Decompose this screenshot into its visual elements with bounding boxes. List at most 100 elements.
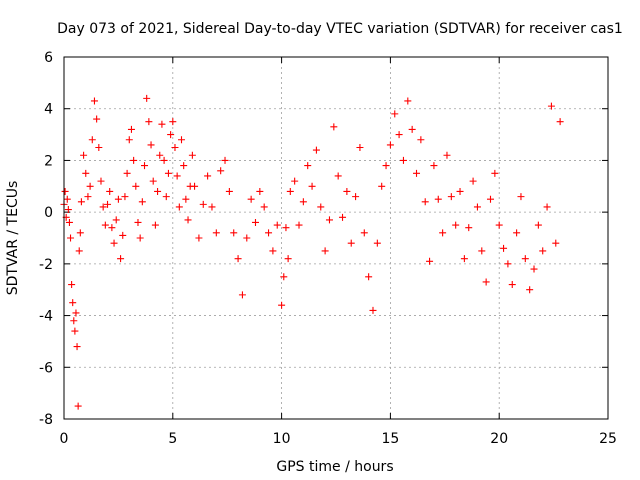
data-point <box>225 187 233 195</box>
data-point <box>69 299 77 307</box>
data-point <box>114 195 122 203</box>
data-point <box>356 144 364 151</box>
data-point <box>521 255 529 263</box>
data-point <box>86 182 94 190</box>
y-tick-label: -2 <box>39 257 53 273</box>
data-point <box>365 273 373 281</box>
data-point <box>395 131 403 139</box>
data-point <box>530 265 538 273</box>
y-tick-label: 0 <box>44 205 53 221</box>
data-point <box>104 200 112 208</box>
data-point <box>134 218 142 226</box>
data-point <box>282 224 290 232</box>
data-point <box>439 229 447 237</box>
data-point <box>399 156 407 164</box>
data-point <box>154 187 162 195</box>
data-point <box>110 239 118 247</box>
data-point <box>460 255 468 263</box>
data-point <box>334 172 342 180</box>
data-point <box>352 193 360 201</box>
data-point <box>482 278 490 286</box>
data-point <box>417 136 425 144</box>
x-tick-label: 5 <box>168 431 177 447</box>
data-point <box>426 257 434 265</box>
data-point <box>75 247 83 255</box>
data-point <box>291 177 299 185</box>
data-point <box>369 306 377 314</box>
data-point <box>68 281 76 289</box>
data-point <box>238 291 246 299</box>
data-point <box>158 120 166 128</box>
data-point <box>204 172 212 180</box>
data-point <box>547 102 555 110</box>
data-point <box>495 221 503 229</box>
data-point <box>169 118 177 126</box>
data-point <box>434 195 442 203</box>
data-point <box>63 195 71 203</box>
data-point <box>180 162 188 170</box>
data-point <box>339 213 347 221</box>
data-point <box>167 131 175 139</box>
data-point <box>130 156 138 164</box>
data-point <box>304 162 312 170</box>
data-point <box>164 169 172 177</box>
data-point <box>84 193 92 201</box>
data-point <box>72 309 80 317</box>
data-point <box>473 203 481 211</box>
x-tick-label: 15 <box>381 431 399 447</box>
data-point <box>382 162 390 170</box>
data-point <box>82 169 90 177</box>
x-tick-label: 0 <box>60 431 69 447</box>
data-point <box>93 115 101 123</box>
data-point <box>430 162 438 170</box>
data-point <box>208 203 216 211</box>
data-point <box>199 200 207 208</box>
data-point <box>171 144 179 151</box>
y-tick-label: -8 <box>39 412 53 428</box>
data-point <box>70 317 78 325</box>
data-point <box>312 146 320 154</box>
data-point <box>73 343 81 351</box>
data-point <box>108 224 116 232</box>
x-tick-label: 10 <box>273 431 291 447</box>
x-axis-label: GPS time / hours <box>276 459 393 475</box>
data-point <box>552 239 560 247</box>
data-point <box>447 193 455 201</box>
y-tick-label: 4 <box>44 102 53 118</box>
data-point <box>491 169 499 177</box>
data-points <box>60 94 564 410</box>
data-point <box>508 281 516 289</box>
data-point <box>534 221 542 229</box>
data-point <box>80 151 88 159</box>
data-point <box>95 144 103 151</box>
data-point <box>539 247 547 255</box>
axis-ticks: 0 5 10 15 20 25 -8 -6 -4 -2 0 2 4 6 <box>39 50 617 447</box>
data-point <box>151 221 159 229</box>
y-tick-label: 2 <box>44 153 53 169</box>
data-point <box>136 234 144 242</box>
plot-frame <box>63 56 609 420</box>
data-point <box>526 286 534 294</box>
data-point <box>156 151 164 159</box>
data-point <box>543 203 551 211</box>
chart-title: Day 073 of 2021, Sidereal Day-to-day VTE… <box>57 21 623 37</box>
data-point <box>556 118 564 126</box>
grid-lines <box>64 57 608 419</box>
data-point <box>278 301 286 309</box>
data-point <box>308 182 316 190</box>
data-point <box>97 177 105 185</box>
data-point <box>295 221 303 229</box>
data-point <box>112 216 120 224</box>
data-point <box>251 218 259 226</box>
data-point <box>67 234 75 242</box>
data-point <box>299 198 307 206</box>
data-point <box>247 195 255 203</box>
data-point <box>77 198 85 206</box>
data-point <box>147 141 155 149</box>
data-point <box>386 141 394 149</box>
data-point <box>141 162 149 170</box>
data-point <box>143 94 151 102</box>
data-point <box>404 97 412 105</box>
data-point <box>127 125 135 133</box>
